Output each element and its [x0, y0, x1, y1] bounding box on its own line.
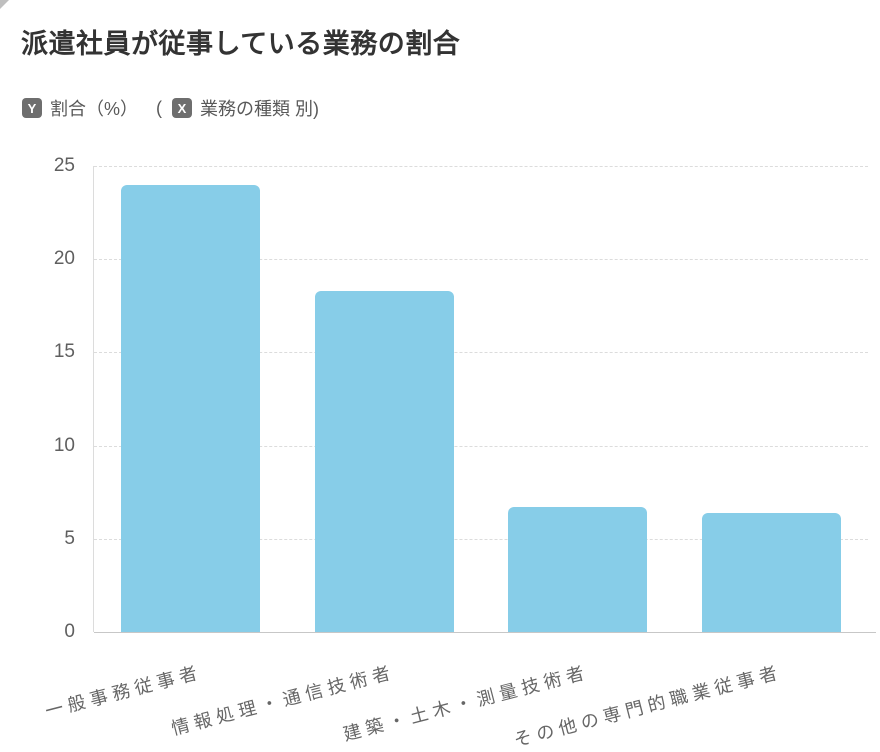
y-tick-label: 0	[64, 621, 75, 642]
axis-legend: Y 割合（%） ( X 業務の種類 別)	[22, 95, 319, 121]
x-axis-badge-icon: X	[172, 98, 193, 118]
y-tick-label: 25	[53, 155, 75, 176]
bar-3	[508, 507, 648, 632]
gridline	[94, 538, 868, 540]
corner-artifact	[0, 0, 9, 9]
y-tick-label: 10	[53, 434, 75, 456]
y-axis-badge-icon: Y	[22, 98, 42, 118]
plot-area	[93, 166, 876, 633]
gridline	[94, 352, 868, 354]
x-axis-label: 業務の種類 別)	[200, 99, 320, 119]
gridline	[94, 259, 868, 261]
gridline	[94, 166, 868, 167]
y-axis-label: 割合（%）	[50, 99, 139, 119]
legend-open-paren: (	[156, 97, 163, 118]
bar-4	[701, 512, 841, 632]
x-axis-baseline	[94, 632, 876, 633]
chart-title: 派遣社員が従事している業務の割合	[21, 29, 461, 59]
y-tick-label: 20	[53, 248, 75, 270]
bar-2	[314, 290, 454, 632]
y-tick-label: 15	[53, 341, 75, 363]
bar-1	[121, 184, 261, 632]
y-tick-label: 5	[64, 527, 75, 549]
gridline	[94, 445, 868, 447]
